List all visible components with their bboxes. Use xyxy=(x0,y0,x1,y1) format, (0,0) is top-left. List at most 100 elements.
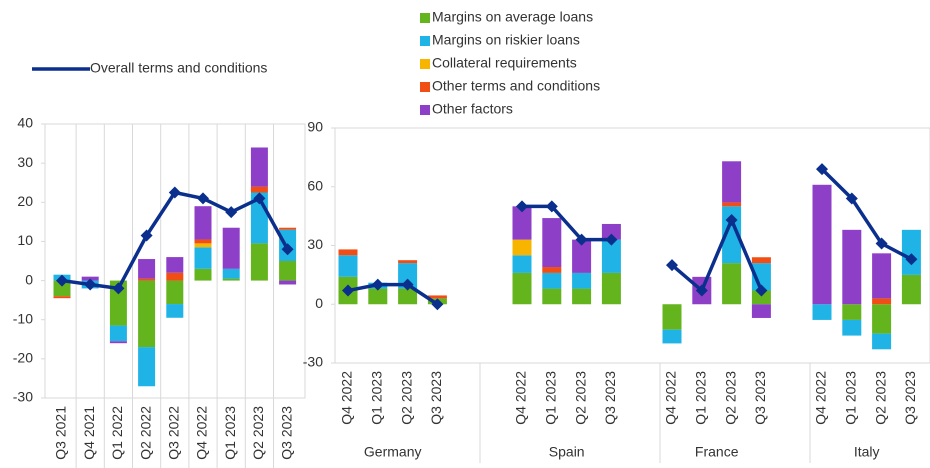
legend-label: Margins on riskier loans xyxy=(432,32,580,48)
bar-segment xyxy=(512,239,532,256)
y-tick-label: -30 xyxy=(303,354,323,370)
x-tick-label: Q4 2022 xyxy=(194,406,210,460)
y-tick-label: 30 xyxy=(307,236,323,252)
line xyxy=(670,215,764,294)
line-marker xyxy=(545,200,558,213)
bar-segment xyxy=(872,304,892,334)
x-tick-label: Q1 2023 xyxy=(369,371,385,425)
bar-segment xyxy=(751,304,771,318)
bar-segment xyxy=(194,239,212,244)
bar-segment xyxy=(572,272,592,289)
bar-segment xyxy=(368,288,388,305)
line-marker xyxy=(875,237,888,250)
x-tick-label: Q3 2023 xyxy=(278,406,294,460)
bar-segment xyxy=(138,347,156,387)
line xyxy=(820,167,913,261)
bar-segment xyxy=(542,267,562,273)
line-marker xyxy=(431,298,444,311)
legend-label: Overall terms and conditions xyxy=(90,60,267,76)
bar-segment xyxy=(166,257,184,273)
bar-segment xyxy=(901,274,921,305)
line-marker xyxy=(253,192,266,205)
line-marker xyxy=(816,163,828,176)
bar-segment xyxy=(872,333,892,350)
bar-segment xyxy=(901,229,921,275)
bar-segment xyxy=(872,253,892,299)
bar-segment xyxy=(722,263,742,305)
legend-label: Margins on average loans xyxy=(432,9,593,25)
bar-segment xyxy=(222,268,240,279)
bar-segment xyxy=(572,239,592,273)
bar-segment xyxy=(166,272,184,281)
legend-label: Other terms and conditions xyxy=(432,78,600,94)
bar-segment xyxy=(722,161,742,203)
bar-segment xyxy=(53,296,71,299)
line-marker xyxy=(140,229,153,242)
x-tick-label: Q3 2023 xyxy=(602,371,618,425)
x-tick-label: Q3 2022 xyxy=(166,406,182,460)
bar-segment xyxy=(109,280,127,326)
bar-segment xyxy=(842,304,862,320)
bar-segment xyxy=(842,229,862,305)
y-tick-label: -10 xyxy=(13,310,33,326)
bar-segment xyxy=(812,184,832,305)
line-marker xyxy=(725,214,738,227)
bar-segment xyxy=(138,259,156,279)
bar-segment xyxy=(250,147,268,187)
bar-segment xyxy=(109,325,127,342)
x-tick-label: Q4 2022 xyxy=(339,371,355,425)
y-tick-label: 30 xyxy=(17,154,33,170)
bar-segment xyxy=(601,239,621,273)
line-marker xyxy=(56,274,68,287)
x-tick-label: Q4 2021 xyxy=(81,406,97,460)
bar-segment xyxy=(542,272,562,289)
bar-segment xyxy=(138,280,156,348)
bar-segment xyxy=(512,272,532,305)
legend-swatch xyxy=(420,59,430,69)
bar-segment xyxy=(842,319,862,336)
x-tick-label: Q3 2023 xyxy=(428,371,444,425)
y-tick-label: 90 xyxy=(307,119,323,135)
bar-segment xyxy=(222,227,240,269)
line-marker xyxy=(84,278,97,291)
y-tick-label: 10 xyxy=(17,232,33,248)
bar-segment xyxy=(53,280,71,297)
bar-segment xyxy=(338,255,358,277)
bar-segment xyxy=(279,227,297,230)
line-marker xyxy=(755,284,768,297)
y-tick-label: -20 xyxy=(13,350,33,366)
bar-segment xyxy=(427,295,447,299)
bar-segment xyxy=(166,280,184,305)
line-marker xyxy=(112,282,125,295)
bar-segment xyxy=(194,243,212,248)
y-tick-label: 0 xyxy=(315,295,323,311)
group-label: Spain xyxy=(549,444,585,460)
bar-segment xyxy=(751,257,771,264)
line-marker xyxy=(666,259,678,272)
bar-segment xyxy=(542,288,562,305)
group-label: Germany xyxy=(364,444,422,460)
bar-segment xyxy=(194,268,212,281)
bar-segment xyxy=(194,247,212,269)
group-label: France xyxy=(695,444,739,460)
x-tick-label: Q1 2023 xyxy=(543,371,559,425)
x-tick-label: Q2 2022 xyxy=(137,406,153,460)
x-tick-label: Q2 2023 xyxy=(398,371,414,425)
x-tick-label: Q4 2022 xyxy=(663,371,679,425)
bar-segment xyxy=(194,206,212,240)
bar-segment xyxy=(542,218,562,268)
bar-segment xyxy=(166,304,184,318)
legend-label: Collateral requirements xyxy=(432,55,577,71)
legend-swatch xyxy=(420,105,430,115)
bar-segment xyxy=(601,223,621,240)
plot-frame xyxy=(334,127,930,364)
bar-segment xyxy=(338,249,358,256)
bar-segment xyxy=(398,263,418,289)
bar-segment xyxy=(601,272,621,305)
line-marker xyxy=(281,243,294,256)
bar-segment xyxy=(279,280,297,285)
bar-segment xyxy=(512,255,532,273)
y-tick-label: 40 xyxy=(17,115,33,131)
bar-segment xyxy=(872,298,892,305)
